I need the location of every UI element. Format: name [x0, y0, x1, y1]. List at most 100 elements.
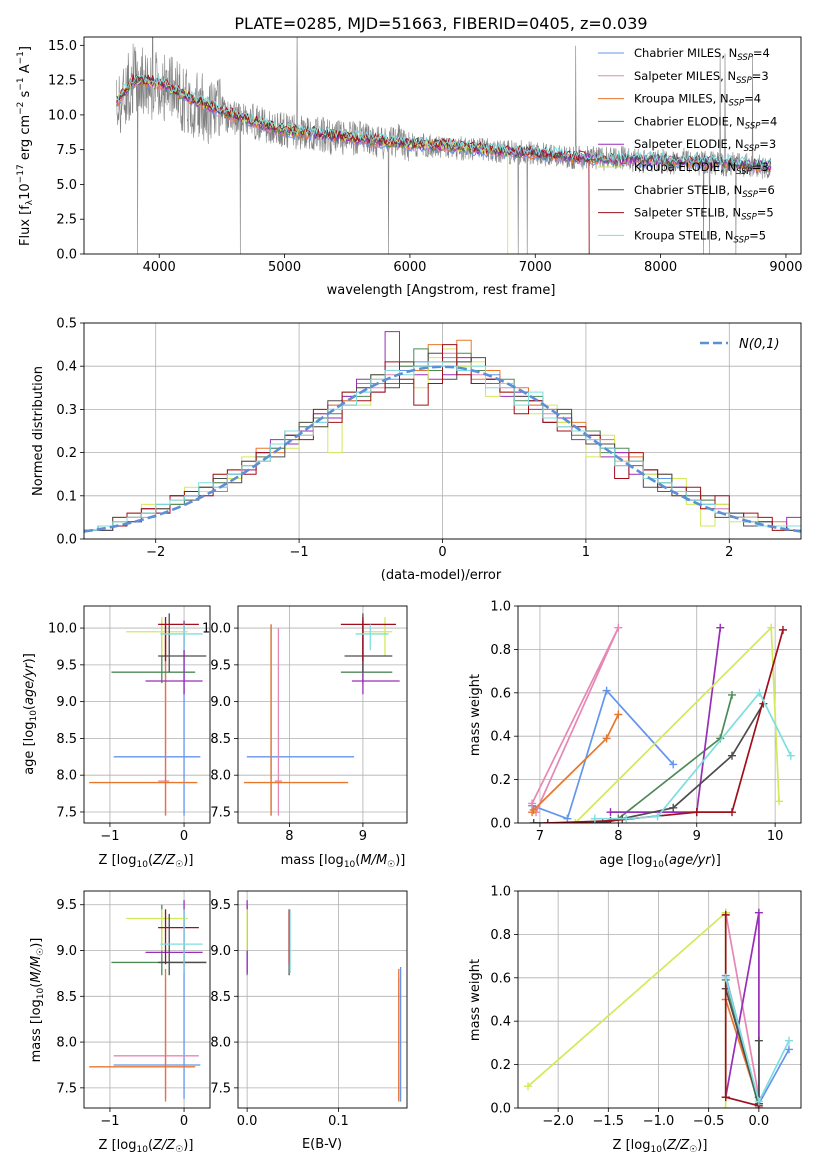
mZ-xlabel: Z [log10(Z/Z☉)]	[99, 1138, 194, 1155]
weight-marker	[716, 623, 725, 632]
weight-marker	[721, 1104, 730, 1108]
hist-xlabel: (data-model)/error	[381, 568, 502, 583]
axes-frame	[83, 890, 211, 1109]
x-tick-label: 0	[180, 829, 188, 844]
weight-marker	[728, 690, 737, 699]
mass-vs-ebv-panel: 0.0 0.1 7.5 8.0 8.5 9.0 9.5	[210, 890, 408, 1129]
y-tick-label: 9.0	[56, 695, 77, 710]
axes-frame	[517, 605, 802, 824]
y-tick-label: 0.4	[490, 1015, 511, 1030]
legend-label-tail: =3	[752, 160, 769, 174]
y-tick-label: 9.0	[210, 695, 231, 710]
axes-frame	[237, 890, 408, 1109]
x-tick-label: −2.0	[542, 1114, 574, 1129]
legend-label-tail: =3	[752, 69, 769, 83]
legend-label-tail: =3	[759, 137, 776, 151]
weight-marker	[602, 686, 611, 695]
weight-marker	[778, 625, 787, 634]
wAge-ylabel: mass weight	[468, 674, 483, 756]
weight-marker	[721, 910, 730, 919]
y-tick-label: 12.5	[48, 74, 77, 89]
y-tick-label: 0.0	[490, 1102, 511, 1117]
y-tick-label: 0.6	[490, 686, 511, 701]
y-tick-label: 7.5	[56, 143, 77, 158]
legend-label: Salpeter ELODIE, NSSP=3	[634, 137, 776, 154]
y-tick-label: 0.3	[56, 403, 77, 418]
y-tick-label: 8.0	[210, 769, 231, 784]
weight-marker	[721, 973, 730, 982]
x-tick-label: −1	[100, 1114, 119, 1129]
y-tick-label: 0.0	[490, 817, 511, 832]
y-tick-label: 1.0	[490, 885, 511, 900]
x-tick-label: 9	[693, 829, 701, 844]
mZ-ylabel: mass [log10(M/M☉)]	[29, 938, 46, 1063]
legend-label: Kroupa STELIB, NSSP=5	[634, 228, 766, 245]
y-tick-label: 0.2	[56, 446, 77, 461]
weight-marker	[622, 814, 631, 823]
y-tick-label: 1.0	[490, 600, 511, 615]
x-tick-label: 8	[614, 829, 622, 844]
model-spectrum-line	[116, 74, 772, 169]
legend-label: Salpeter MILES, NSSP=3	[634, 69, 769, 86]
weight-marker	[606, 808, 615, 817]
x-tick-label: 9	[359, 829, 367, 844]
model-spectrum-line	[116, 74, 772, 169]
y-tick-label: 8.0	[210, 1036, 231, 1051]
legend-label-sub: SSP	[736, 76, 752, 86]
y-tick-label: 7.5	[210, 805, 231, 820]
weight-marker	[543, 819, 552, 823]
y-tick-label: 0.8	[490, 928, 511, 943]
weight-marker	[590, 814, 599, 823]
weight-marker	[784, 1045, 793, 1054]
plot-area	[89, 613, 207, 816]
legend-label-sub: SSP	[745, 121, 761, 131]
weight-marker	[754, 1097, 763, 1106]
weight-marker	[602, 734, 611, 743]
legend-label-base: Kroupa STELIB, N	[634, 228, 734, 242]
legend-label-tail: =4	[760, 114, 777, 128]
axes-frame	[237, 605, 408, 824]
y-tick-label: 5.0	[56, 178, 77, 193]
weight-vs-age-panel: 7 8 9 10 0.0 0.2 0.4 0.6 0.8 1.0	[490, 600, 802, 844]
y-tick-label: 9.5	[56, 898, 77, 913]
axes-frame	[83, 605, 211, 824]
y-tick-label: 8.5	[210, 990, 231, 1005]
x-tick-label: 0	[438, 545, 446, 560]
x-tick-label: −1.5	[593, 1114, 625, 1129]
legend-label: Chabrier ELODIE, NSSP=4	[634, 114, 777, 131]
weight-marker	[767, 623, 776, 632]
y-tick-label: 7.5	[210, 1081, 231, 1096]
y-tick-label: 0.0	[56, 533, 77, 548]
axes-frame	[83, 322, 802, 540]
x-tick-label: 6000	[393, 260, 426, 275]
legend-label-base: Salpeter STELIB, N	[634, 206, 741, 220]
y-tick-label: 0.5	[56, 317, 77, 332]
x-tick-label: 9000	[769, 260, 802, 275]
residual-histogram-panel: −2 −1 0 1 2 0.0 0.1 0.2 0.3 0.4 0.5 N(0,1)	[56, 317, 802, 560]
weight-marker	[653, 812, 662, 821]
wZ-xlabel: Z [log10(Z/Z☉)]	[613, 1138, 708, 1155]
legend-label-tail: =5	[757, 206, 774, 220]
weight-marker	[728, 808, 737, 817]
y-tick-label: 10.0	[48, 108, 77, 123]
weight-marker	[754, 908, 763, 917]
legend-label: Kroupa ELODIE, NSSP=3	[634, 160, 769, 177]
legend-label-base: Kroupa MILES, N	[634, 92, 729, 106]
y-tick-label: 0.8	[490, 643, 511, 658]
y-tick-label: 10.0	[202, 622, 231, 637]
age-vs-mass-panel: 8 9 7.5 8.0 8.5 9.0 9.5 10.0	[202, 605, 408, 844]
weight-marker	[571, 819, 580, 823]
histogram-step	[84, 361, 801, 539]
figure-title: PLATE=0285, MJD=51663, FIBERID=0405, z=0…	[234, 14, 647, 33]
spectrum-xlabel: wavelength [Angstrom, rest frame]	[327, 283, 556, 298]
plot-area	[524, 908, 793, 1108]
axis-labels: Flux [fλ10−17 erg cm−2 s−1 A−1] waveleng…	[16, 46, 721, 1155]
legend-label-sub: SSP	[742, 190, 758, 200]
y-tick-label: 8.0	[56, 769, 77, 784]
legend-label-base: Kroupa ELODIE, N	[634, 160, 736, 174]
y-tick-label: 9.5	[210, 898, 231, 913]
spectrum-panel: 4000 5000 6000 7000 8000 9000 0.0 2.5 5.0 7.5 10.0…	[48, 36, 803, 275]
weight-marker	[728, 751, 737, 760]
